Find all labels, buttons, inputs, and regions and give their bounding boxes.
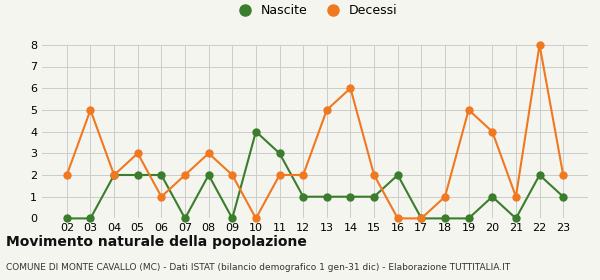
Decessi [560,173,567,177]
Nascite [488,195,496,198]
Decessi [134,152,142,155]
Nascite [442,217,449,220]
Nascite [63,217,70,220]
Nascite [134,173,142,177]
Nascite [347,195,354,198]
Decessi [418,217,425,220]
Text: Movimento naturale della popolazione: Movimento naturale della popolazione [6,235,307,249]
Decessi [110,173,118,177]
Nascite [229,217,236,220]
Decessi [158,195,165,198]
Nascite [181,217,188,220]
Decessi [370,173,377,177]
Decessi [229,173,236,177]
Line: Decessi: Decessi [64,41,566,222]
Nascite [205,173,212,177]
Nascite [465,217,472,220]
Nascite [299,195,307,198]
Nascite [418,217,425,220]
Nascite [560,195,567,198]
Decessi [63,173,70,177]
Nascite [323,195,331,198]
Nascite [158,173,165,177]
Decessi [299,173,307,177]
Nascite [536,173,543,177]
Nascite [394,173,401,177]
Decessi [87,108,94,112]
Decessi [347,87,354,90]
Decessi [536,43,543,46]
Line: Nascite: Nascite [64,128,566,222]
Nascite [253,130,260,133]
Decessi [253,217,260,220]
Text: COMUNE DI MONTE CAVALLO (MC) - Dati ISTAT (bilancio demografico 1 gen-31 dic) - : COMUNE DI MONTE CAVALLO (MC) - Dati ISTA… [6,263,510,272]
Nascite [110,173,118,177]
Decessi [323,108,331,112]
Decessi [181,173,188,177]
Decessi [488,130,496,133]
Decessi [442,195,449,198]
Nascite [512,217,520,220]
Nascite [276,152,283,155]
Decessi [276,173,283,177]
Legend: Nascite, Decessi: Nascite, Decessi [227,0,403,22]
Decessi [465,108,472,112]
Decessi [512,195,520,198]
Decessi [205,152,212,155]
Decessi [394,217,401,220]
Nascite [370,195,377,198]
Nascite [87,217,94,220]
